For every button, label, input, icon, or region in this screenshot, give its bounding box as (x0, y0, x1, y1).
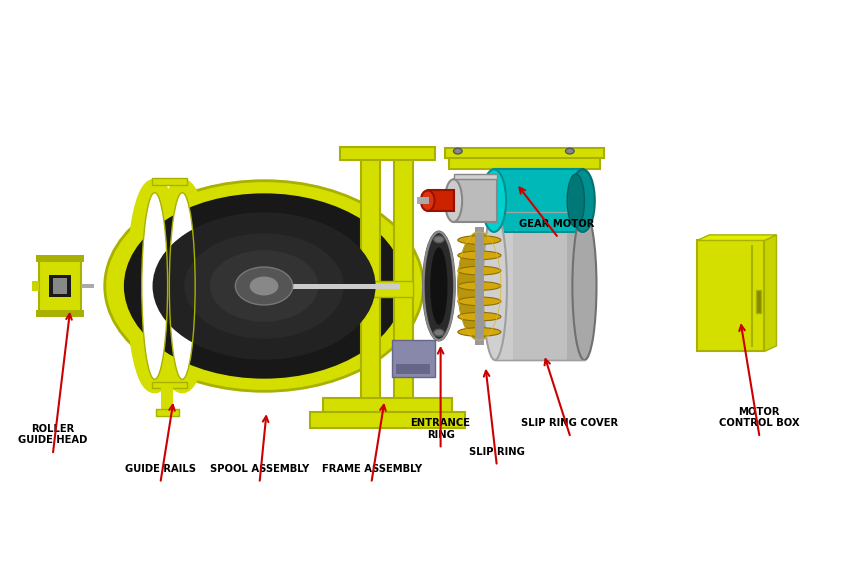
Ellipse shape (483, 212, 507, 360)
Bar (35, 311, 84, 317)
Bar (494, 169, 582, 232)
Circle shape (210, 250, 318, 322)
Circle shape (434, 236, 444, 243)
Ellipse shape (458, 251, 501, 260)
Text: ENTRANCE
RING: ENTRANCE RING (410, 418, 471, 440)
Bar (449, 157, 600, 169)
Bar (756, 290, 761, 313)
Bar (161, 387, 173, 411)
Bar (445, 148, 604, 158)
Bar (391, 340, 435, 377)
Polygon shape (454, 173, 497, 179)
Bar (396, 364, 430, 374)
Bar (394, 155, 413, 400)
Text: GEAR MOTOR: GEAR MOTOR (519, 219, 594, 229)
Bar (152, 382, 187, 388)
Ellipse shape (570, 169, 594, 232)
Bar (495, 212, 584, 360)
Circle shape (124, 193, 404, 379)
Text: SPOOL ASSEMBLY: SPOOL ASSEMBLY (210, 464, 309, 474)
Bar (361, 155, 380, 400)
Circle shape (566, 148, 574, 154)
Ellipse shape (445, 179, 462, 222)
Ellipse shape (458, 297, 501, 305)
Ellipse shape (458, 267, 501, 275)
Bar (80, 284, 94, 288)
Text: ROLLER
GUIDE HEAD: ROLLER GUIDE HEAD (18, 424, 88, 446)
Polygon shape (697, 235, 777, 240)
Text: GUIDE RAILS: GUIDE RAILS (125, 464, 196, 474)
Ellipse shape (142, 193, 168, 379)
Bar (340, 147, 435, 160)
Ellipse shape (482, 169, 506, 232)
Bar (152, 178, 187, 185)
Ellipse shape (458, 281, 501, 291)
Bar (697, 240, 765, 351)
Bar (32, 281, 39, 291)
Ellipse shape (572, 212, 596, 360)
Circle shape (434, 329, 444, 336)
Ellipse shape (423, 232, 454, 340)
Circle shape (153, 212, 376, 360)
Bar (454, 179, 497, 222)
Ellipse shape (430, 247, 448, 325)
Text: SLIP RING COVER: SLIP RING COVER (521, 418, 619, 428)
Bar (495, 212, 512, 360)
Ellipse shape (458, 328, 501, 336)
Text: MOTOR
CONTROL BOX: MOTOR CONTROL BOX (719, 407, 799, 428)
Circle shape (184, 233, 344, 339)
Ellipse shape (567, 174, 584, 227)
Circle shape (105, 181, 423, 391)
Circle shape (250, 276, 278, 296)
Ellipse shape (164, 212, 355, 255)
Bar (35, 255, 84, 261)
Bar (475, 227, 484, 345)
Bar (322, 398, 452, 414)
Circle shape (235, 267, 293, 305)
Bar (309, 412, 465, 428)
Ellipse shape (421, 190, 435, 211)
Bar (417, 197, 429, 204)
Ellipse shape (169, 193, 195, 379)
Bar (53, 278, 67, 294)
Ellipse shape (458, 236, 501, 244)
Bar (276, 281, 400, 291)
Text: SLIP RING: SLIP RING (468, 447, 524, 457)
Circle shape (454, 148, 462, 154)
Bar (567, 212, 584, 360)
Bar (48, 275, 71, 297)
Bar (156, 409, 179, 416)
Bar (39, 260, 80, 312)
Ellipse shape (458, 312, 501, 321)
Bar (276, 284, 400, 289)
Ellipse shape (458, 232, 501, 340)
Polygon shape (765, 235, 777, 351)
Bar (361, 281, 413, 297)
Text: FRAME ASSEMBLY: FRAME ASSEMBLY (321, 464, 422, 474)
Bar (428, 190, 454, 211)
